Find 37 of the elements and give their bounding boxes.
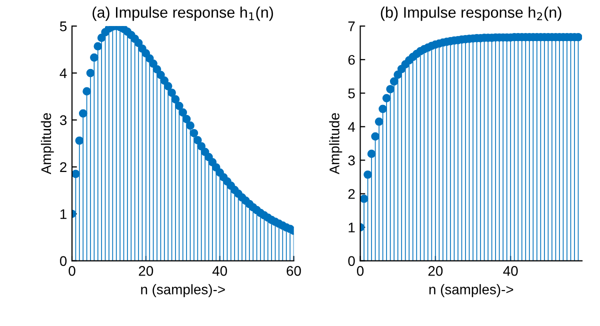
y-tick-label: 2 [348, 189, 355, 199]
point [378, 104, 387, 114]
x-tick-label: 0 [68, 266, 76, 276]
x-tick-label: 40 [212, 266, 228, 276]
y-tick-label: 5 [60, 22, 67, 32]
y-tick-label: 2 [60, 162, 66, 172]
point [364, 170, 372, 179]
chart-title: (b) Impulse response h$_{2}$(n) [380, 6, 562, 21]
y-tick-label: 0 [60, 256, 67, 266]
y-tick-label: 7 [348, 22, 355, 32]
chart-title: (a) Impulse response h$_{1}$(n) [92, 6, 273, 21]
y-axis-title: Amplitude [329, 113, 342, 174]
point [386, 84, 394, 94]
point [371, 132, 380, 141]
y-tick-label: 6 [348, 54, 355, 65]
x-tick-label: 20 [428, 266, 443, 276]
point [394, 70, 402, 79]
x-tick-label: 0 [356, 266, 364, 276]
y-axis-title: Amplitude [40, 113, 54, 174]
point [390, 77, 398, 86]
y-tick-label: 1 [60, 209, 66, 219]
y-tick-label: 4 [348, 122, 355, 132]
y-tick-label: 0 [348, 256, 355, 266]
y-tick-label: 3 [60, 115, 67, 126]
point [374, 117, 384, 126]
y-tick-label: 1 [348, 222, 355, 232]
x-tick-label: 40 [503, 266, 518, 276]
point [367, 150, 376, 158]
x-tick-label: 20 [138, 266, 154, 276]
y-tick-label: 5 [348, 88, 355, 98]
point [382, 94, 391, 102]
x-axis-title: n (samples)-> [141, 284, 225, 298]
point [360, 194, 368, 203]
y-tick-label: 3 [348, 156, 355, 166]
x-tick-label: 60 [286, 266, 301, 276]
x-axis-title: n (samples)-> [429, 284, 514, 298]
y-tick-label: 4 [60, 68, 67, 78]
